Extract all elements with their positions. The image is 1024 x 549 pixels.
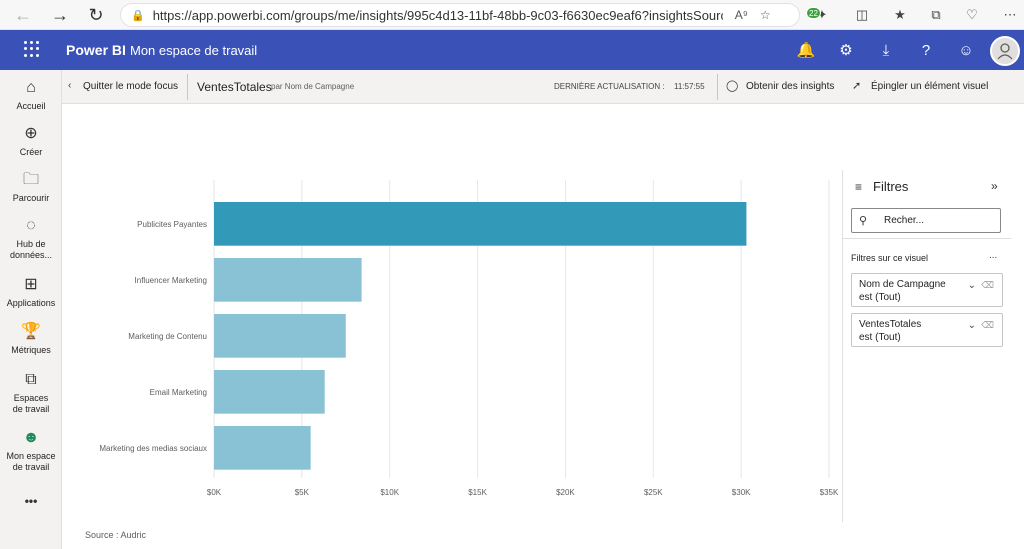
visual-title: VentesTotales bbox=[197, 80, 272, 94]
last-refresh-label: DERNIÈRE ACTUALISATION : bbox=[554, 82, 665, 91]
filter-search-input[interactable]: ⚲ Recher... bbox=[851, 208, 1001, 233]
apps-grid-icon: ⊞ bbox=[24, 276, 38, 293]
collections-icon[interactable]: ⧉ bbox=[931, 7, 941, 22]
category-label: Email Marketing bbox=[150, 388, 207, 397]
x-tick-label: $0K bbox=[207, 488, 222, 497]
favorites-icon[interactable]: ★ bbox=[894, 7, 906, 22]
workspaces-icon: ⧉ bbox=[25, 371, 37, 388]
browser-toolbar: ← → ↻ 🔒 https://app.powerbi.com/groups/m… bbox=[0, 0, 1024, 30]
filters-section-label: Filtres sur ce visuel bbox=[851, 253, 929, 263]
forward-arrow-icon[interactable]: → bbox=[51, 5, 69, 25]
pin-icon[interactable]: ➚ bbox=[852, 80, 862, 92]
chevron-down-icon[interactable]: ⌄ bbox=[967, 320, 976, 331]
x-tick-label: $35K bbox=[820, 488, 839, 497]
app-header: Power BI Mon espace de travail 🔔 ⚙ ⤓ ? ☺ bbox=[0, 30, 1024, 70]
avatar[interactable] bbox=[990, 36, 1020, 66]
exit-focus-button[interactable]: Quitter le mode focus bbox=[83, 81, 179, 92]
nav-item-my-workspace[interactable]: ☻ Mon espace de travail bbox=[0, 428, 62, 473]
trophy-icon: 🏆 bbox=[21, 323, 41, 340]
x-tick-label: $15K bbox=[468, 488, 487, 497]
category-label: Influencer Marketing bbox=[135, 276, 207, 285]
focus-toolbar: ‹ Quitter le mode focus VentesTotales pa… bbox=[62, 70, 1024, 104]
extensions-icon[interactable]: ✦ bbox=[816, 7, 828, 22]
x-tick-label: $20K bbox=[556, 488, 575, 497]
notification-badge: 22 bbox=[806, 7, 821, 19]
bar bbox=[214, 202, 747, 246]
chevron-left-icon[interactable]: ‹ bbox=[68, 80, 72, 91]
source-note: Source : Audric bbox=[85, 530, 147, 540]
nav-item-data-hub[interactable]: ◌ Hub de données... bbox=[0, 216, 62, 261]
plus-circle-icon: ⊕ bbox=[24, 125, 38, 142]
visual-subtitle: par Nom de Campagne bbox=[271, 82, 355, 91]
eraser-icon[interactable]: ⌫ bbox=[981, 280, 994, 290]
bar bbox=[214, 258, 362, 302]
divider bbox=[717, 74, 718, 100]
folder-icon: 🗀 bbox=[22, 171, 39, 188]
app-launcher-icon[interactable] bbox=[24, 41, 40, 57]
filters-title: Filtres bbox=[873, 179, 909, 194]
split-screen-icon[interactable]: ◫ bbox=[855, 7, 869, 22]
person-icon: ☻ bbox=[22, 429, 40, 446]
notifications-icon[interactable]: 🔔 bbox=[796, 42, 816, 59]
filter-card-campaign[interactable]: Nom de Campagne est (Tout) ⌄ ⌫ bbox=[851, 273, 1003, 307]
app-name[interactable]: Power BI bbox=[66, 42, 126, 58]
bar-chart: $0K $5K $10K $15K $20K $25K $30K $35K Publicites… bbox=[99, 180, 839, 497]
user-icon bbox=[997, 43, 1013, 60]
category-label: Publicites Payantes bbox=[137, 220, 207, 229]
filters-pane: ≡ Filtres » ⚲ Recher... Filtres sur ce v… bbox=[842, 170, 1024, 522]
x-tick-label: $5K bbox=[295, 488, 310, 497]
section-more-icon[interactable]: ... bbox=[989, 250, 998, 261]
favorite-star-icon[interactable]: ☆ bbox=[759, 8, 771, 22]
bar bbox=[214, 370, 325, 414]
workspace-title[interactable]: Mon espace de travail bbox=[130, 43, 258, 58]
filter-funnel-icon: ≡ bbox=[855, 180, 863, 194]
filter-card-field: Nom de Campagne bbox=[859, 279, 946, 290]
help-icon[interactable]: ? bbox=[921, 41, 931, 59]
filter-card-state: est (Tout) bbox=[859, 292, 901, 303]
read-aloud-icon[interactable]: A⁹ bbox=[734, 8, 748, 22]
filter-search-placeholder: Recher... bbox=[884, 215, 925, 226]
collapse-pane-icon[interactable]: » bbox=[991, 179, 998, 193]
home-icon: ⌂ bbox=[26, 79, 36, 96]
nav-item-apps[interactable]: ⊞ Applications bbox=[0, 275, 62, 309]
divider bbox=[843, 238, 1011, 239]
last-refresh-time: 11:57:55 bbox=[674, 82, 705, 91]
feedback-icon[interactable]: ☺ bbox=[958, 41, 974, 59]
settings-gear-icon[interactable]: ⚙ bbox=[839, 42, 853, 59]
eraser-icon[interactable]: ⌫ bbox=[981, 320, 994, 330]
divider bbox=[187, 74, 188, 100]
get-insights-button[interactable]: Obtenir des insights bbox=[746, 81, 835, 92]
x-tick-label: $25K bbox=[644, 488, 663, 497]
nav-more-icon[interactable]: ••• bbox=[24, 494, 38, 508]
search-icon: ⚲ bbox=[859, 215, 868, 227]
browser-essentials-icon[interactable]: ♡ bbox=[966, 7, 978, 22]
lock-icon[interactable]: 🔒 bbox=[131, 9, 145, 22]
nav-item-workspaces[interactable]: ⧉ Espaces de travail bbox=[0, 370, 62, 415]
category-label: Marketing de Contenu bbox=[128, 332, 207, 341]
lightbulb-icon[interactable]: ◯ bbox=[726, 80, 739, 92]
x-tick-label: $10K bbox=[380, 488, 399, 497]
left-navigation: ⌂ Accueil ⊕ Créer 🗀 Parcourir ◌ Hub de d… bbox=[0, 70, 62, 549]
x-tick-label: $30K bbox=[732, 488, 751, 497]
bar bbox=[214, 314, 346, 358]
category-label: Marketing des medias sociaux bbox=[99, 444, 207, 453]
pin-visual-button[interactable]: Épingler un élément visuel bbox=[871, 81, 989, 92]
filter-card-sales[interactable]: VentesTotales est (Tout) ⌄ ⌫ bbox=[851, 313, 1003, 347]
nav-item-browse[interactable]: 🗀 Parcourir bbox=[0, 170, 62, 204]
nav-item-home[interactable]: ⌂ Accueil bbox=[0, 78, 62, 112]
nav-item-create[interactable]: ⊕ Créer bbox=[0, 124, 62, 158]
browser-menu-icon[interactable]: ⋯ bbox=[1003, 7, 1017, 22]
back-arrow-icon[interactable]: ← bbox=[14, 5, 32, 25]
url-text[interactable]: https://app.powerbi.com/groups/me/insigh… bbox=[152, 7, 723, 23]
nav-item-metrics[interactable]: 🏆 Métriques bbox=[0, 322, 62, 356]
filter-card-state: est (Tout) bbox=[859, 332, 901, 343]
bar bbox=[214, 426, 311, 470]
address-bar[interactable]: 🔒 https://app.powerbi.com/groups/me/insi… bbox=[120, 3, 800, 27]
refresh-icon[interactable]: ↻ bbox=[88, 5, 104, 25]
download-icon[interactable]: ⤓ bbox=[882, 41, 890, 59]
data-hub-icon: ◌ bbox=[26, 217, 36, 234]
filter-card-field: VentesTotales bbox=[859, 319, 922, 330]
chevron-down-icon[interactable]: ⌄ bbox=[967, 280, 976, 291]
